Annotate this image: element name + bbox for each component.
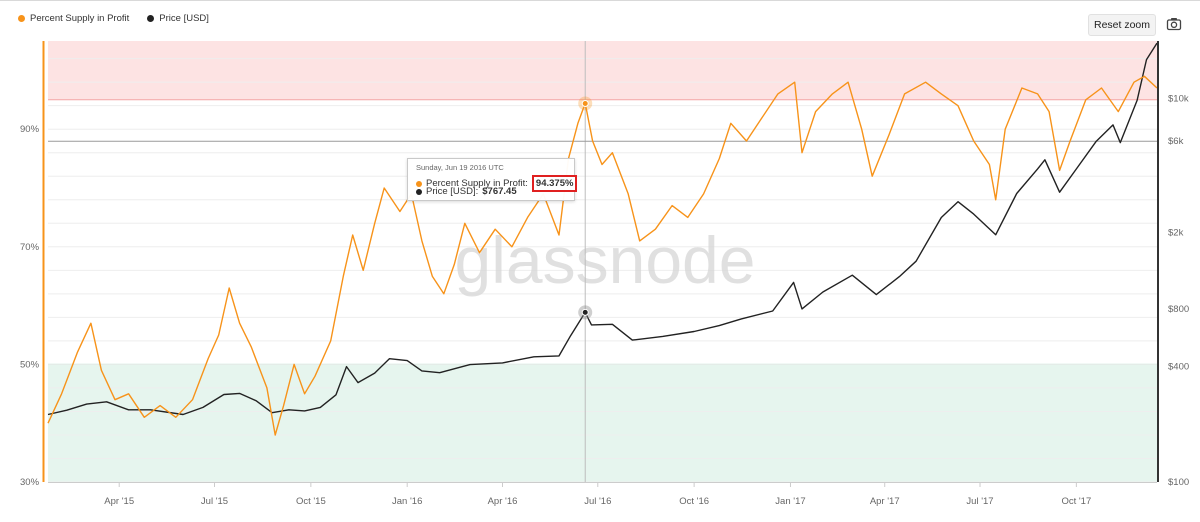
y-right-tick-label: $100 bbox=[1168, 477, 1189, 488]
x-tick-label: Oct '17 bbox=[1061, 496, 1091, 507]
upper-band bbox=[48, 41, 1157, 100]
reset-zoom-button[interactable]: Reset zoom bbox=[1088, 14, 1156, 36]
tooltip-profit-label: Percent Supply in Profit: bbox=[426, 178, 528, 189]
y-left-tick-label: 50% bbox=[20, 359, 40, 370]
y-left-tick-label: 70% bbox=[20, 242, 40, 253]
tooltip-row-profit: Percent Supply in Profit: 94.375% bbox=[416, 175, 578, 192]
x-tick-label: Jul '16 bbox=[584, 496, 611, 507]
tooltip-date: Sunday, Jun 19 2016 UTC bbox=[416, 163, 504, 172]
tooltip-dot-price bbox=[416, 188, 422, 195]
hover-marker-price bbox=[581, 308, 589, 316]
y-right-tick-label: $2k bbox=[1168, 228, 1184, 239]
x-tick-label: Jul '17 bbox=[966, 496, 993, 507]
x-tick-label: Oct '16 bbox=[679, 496, 709, 507]
y-right-tick-label: $10k bbox=[1168, 94, 1189, 105]
y-right-tick-label: $800 bbox=[1168, 304, 1189, 315]
x-tick-label: Oct '15 bbox=[296, 496, 326, 507]
x-tick-label: Jan '16 bbox=[392, 496, 422, 507]
tooltip-profit-value: 94.375% bbox=[531, 175, 578, 192]
legend-dot-price bbox=[147, 15, 155, 22]
legend-label-price: Price [USD] bbox=[159, 13, 209, 24]
y-left-tick-label: 90% bbox=[20, 124, 40, 135]
x-tick-label: Jul '15 bbox=[201, 496, 228, 507]
legend-label-profit: Percent Supply in Profit bbox=[30, 13, 130, 24]
y-right-tick-label: $6k bbox=[1168, 136, 1184, 147]
x-tick-label: Apr '15 bbox=[104, 496, 134, 507]
x-tick-label: Apr '16 bbox=[488, 496, 518, 507]
tooltip: Sunday, Jun 19 2016 UTC Percent Supply i… bbox=[407, 158, 578, 201]
tooltip-price-value: $767.45 bbox=[482, 186, 517, 197]
legend-item-price[interactable]: Price [USD] bbox=[147, 13, 209, 24]
y-right-tick-label: $400 bbox=[1168, 362, 1189, 373]
legend: Percent Supply in Profit Price [USD] bbox=[18, 13, 209, 24]
legend-item-profit[interactable]: Percent Supply in Profit bbox=[18, 13, 129, 24]
lower-band bbox=[48, 364, 1157, 482]
legend-dot-profit bbox=[18, 15, 25, 22]
hover-marker-profit bbox=[581, 99, 589, 107]
x-tick-label: Apr '17 bbox=[870, 496, 900, 507]
camera-icon[interactable] bbox=[1166, 16, 1182, 32]
series-line-price bbox=[47, 42, 1158, 416]
y-left-tick-label: 30% bbox=[20, 477, 40, 488]
tooltip-price-label: Price [USD]: bbox=[426, 186, 479, 197]
tooltip-row-price: Price [USD]: $767.45 bbox=[416, 186, 517, 197]
series-line-profit bbox=[47, 75, 1158, 436]
tooltip-dot-profit bbox=[416, 180, 422, 187]
watermark: glassnode bbox=[455, 223, 756, 297]
x-tick-label: Jan '17 bbox=[775, 496, 805, 507]
